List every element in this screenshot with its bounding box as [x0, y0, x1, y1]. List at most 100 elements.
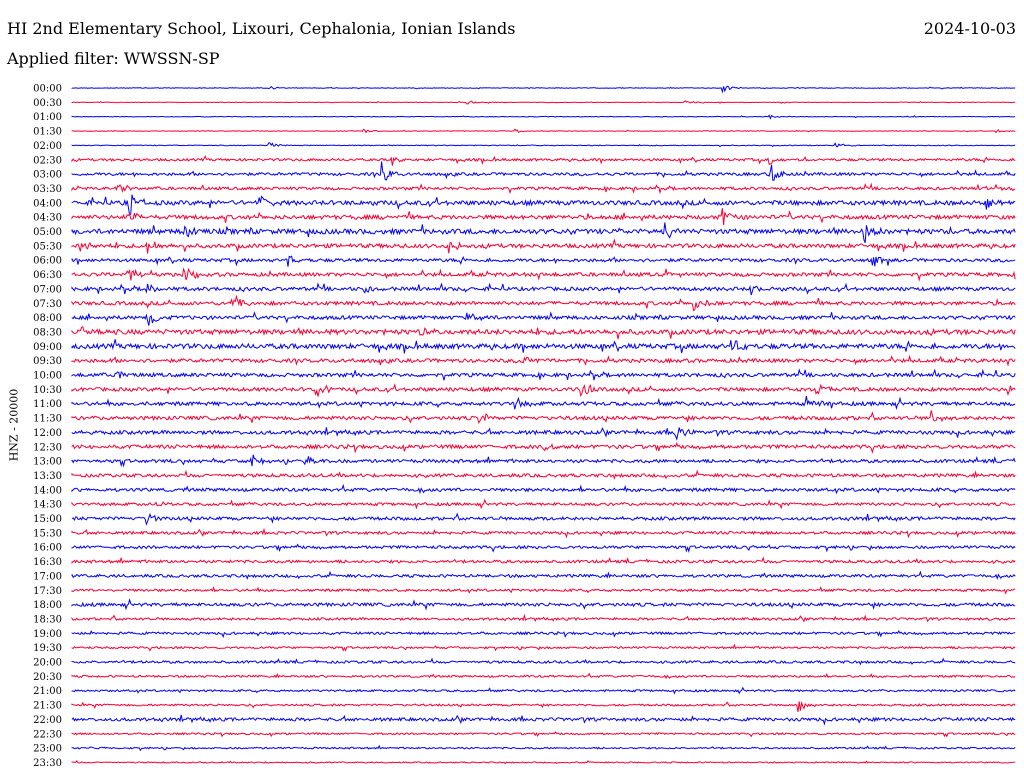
row-tick-label: 14:00	[33, 485, 62, 496]
row-tick-label: 05:30	[33, 241, 62, 252]
seismic-trace-1200	[71, 427, 1016, 441]
seismic-trace-0530	[71, 238, 1016, 254]
row-tick-label: 21:30	[33, 701, 62, 712]
row-tick-label: 07:00	[33, 284, 62, 295]
row-tick-label: 02:00	[33, 141, 62, 152]
seismic-trace-2000	[71, 657, 1016, 666]
seismic-trace-1130	[71, 410, 1016, 425]
row-tick-label: 13:00	[33, 457, 62, 468]
seismic-trace-0300	[71, 161, 1016, 181]
row-tick-label: 23:00	[33, 744, 62, 755]
seismic-trace-2330	[71, 760, 1016, 765]
seismic-trace-0230	[71, 155, 1016, 166]
row-tick-label: 10:30	[33, 385, 62, 396]
seismic-trace-1830	[71, 613, 1016, 623]
row-tick-label: 04:30	[33, 213, 62, 224]
seismic-trace-1230	[71, 441, 1016, 454]
seismic-trace-1730	[71, 586, 1016, 595]
row-tick-label: 16:30	[33, 557, 62, 568]
seismic-trace-1700	[71, 570, 1016, 580]
row-tick-label: 21:00	[33, 686, 62, 697]
row-tick-label: 00:00	[33, 84, 62, 95]
row-tick-label: 06:30	[33, 270, 62, 281]
seismic-trace-1000	[71, 368, 1016, 381]
seismic-trace-0130	[71, 128, 1016, 134]
row-tick-label: 09:00	[33, 342, 62, 353]
seismic-trace-0500	[71, 222, 1016, 244]
filter-label: Applied filter: WWSSN-SP	[7, 49, 220, 68]
row-tick-label: 01:30	[33, 127, 62, 138]
seismic-trace-0430	[71, 208, 1016, 226]
seismic-trace-1800	[71, 598, 1016, 611]
seismic-trace-0800	[71, 311, 1016, 326]
row-tick-label: 19:00	[33, 629, 62, 640]
row-tick-label: 07:30	[33, 299, 62, 310]
seismic-trace-1430	[71, 498, 1016, 510]
seismic-trace-0700	[71, 282, 1016, 296]
row-tick-label: 17:00	[33, 571, 62, 582]
seismic-trace-0630	[71, 267, 1016, 282]
seismic-trace-0100	[71, 114, 1016, 120]
seismic-trace-0600	[71, 255, 1016, 267]
chart-title: HI 2nd Elementary School, Lixouri, Cepha…	[7, 19, 516, 38]
seismic-trace-0730	[71, 294, 1016, 312]
seismic-trace-1330	[71, 469, 1016, 480]
seismic-trace-1630	[71, 556, 1016, 565]
seismic-trace-1500	[71, 512, 1016, 526]
chart-date: 2024-10-03	[923, 19, 1016, 38]
seismic-trace-0900	[71, 339, 1016, 354]
row-tick-label: 17:30	[33, 586, 62, 597]
seismic-trace-1930	[71, 643, 1016, 652]
row-tick-label: 03:00	[33, 170, 62, 181]
seismic-trace-1600	[71, 543, 1016, 553]
row-tick-label: 15:30	[33, 528, 62, 539]
seismic-trace-2300	[71, 744, 1016, 752]
seismic-trace-0330	[71, 182, 1016, 195]
row-tick-label: 18:00	[33, 600, 62, 611]
seismic-trace-0030	[71, 100, 1016, 105]
row-tick-label: 09:30	[33, 356, 62, 367]
row-tick-label: 19:30	[33, 643, 62, 654]
row-tick-label: 08:00	[33, 313, 62, 324]
seismic-trace-2230	[71, 731, 1016, 738]
row-tick-label: 10:00	[33, 371, 62, 382]
seismic-trace-2130	[71, 700, 1016, 712]
row-tick-label: 03:30	[33, 184, 62, 195]
row-tick-label: 08:30	[33, 327, 62, 338]
row-tick-label: 12:00	[33, 428, 62, 439]
row-tick-label: 00:30	[33, 98, 62, 109]
row-tick-label: 02:30	[33, 155, 62, 166]
seismic-trace-0930	[71, 354, 1016, 367]
row-tick-label: 18:30	[33, 614, 62, 625]
seismic-trace-1300	[71, 454, 1016, 468]
seismic-trace-1900	[71, 629, 1016, 639]
seismic-trace-2030	[71, 672, 1016, 680]
seismic-trace-0400	[71, 194, 1016, 216]
row-tick-label: 11:00	[33, 399, 62, 410]
row-tick-label: 20:30	[33, 672, 62, 683]
row-tick-label: 06:00	[33, 256, 62, 267]
seismic-trace-1030	[71, 383, 1016, 398]
row-tick-label: 05:00	[33, 227, 62, 238]
row-tick-label: 12:30	[33, 442, 62, 453]
seismic-trace-0200	[71, 142, 1016, 148]
row-tick-label: 16:00	[33, 543, 62, 554]
seismic-trace-0000	[71, 85, 1016, 94]
row-tick-label: 20:00	[33, 658, 62, 669]
row-tick-label: 04:00	[33, 198, 62, 209]
seismic-trace-1400	[71, 483, 1016, 495]
row-tick-label: 01:00	[33, 112, 62, 123]
seismic-trace-2100	[71, 686, 1016, 695]
seismic-trace-1530	[71, 527, 1016, 539]
row-tick-label: 23:30	[33, 758, 62, 769]
seismic-trace-0830	[71, 325, 1016, 340]
row-tick-label: 15:00	[33, 514, 62, 525]
row-tick-label: 11:30	[33, 414, 62, 425]
row-tick-label: 13:30	[33, 471, 62, 482]
seismic-trace-1100	[71, 395, 1016, 411]
row-tick-label: 22:30	[33, 729, 62, 740]
seismic-trace-2200	[71, 714, 1016, 726]
row-tick-label: 22:00	[33, 715, 62, 726]
row-tick-label: 14:30	[33, 500, 62, 511]
